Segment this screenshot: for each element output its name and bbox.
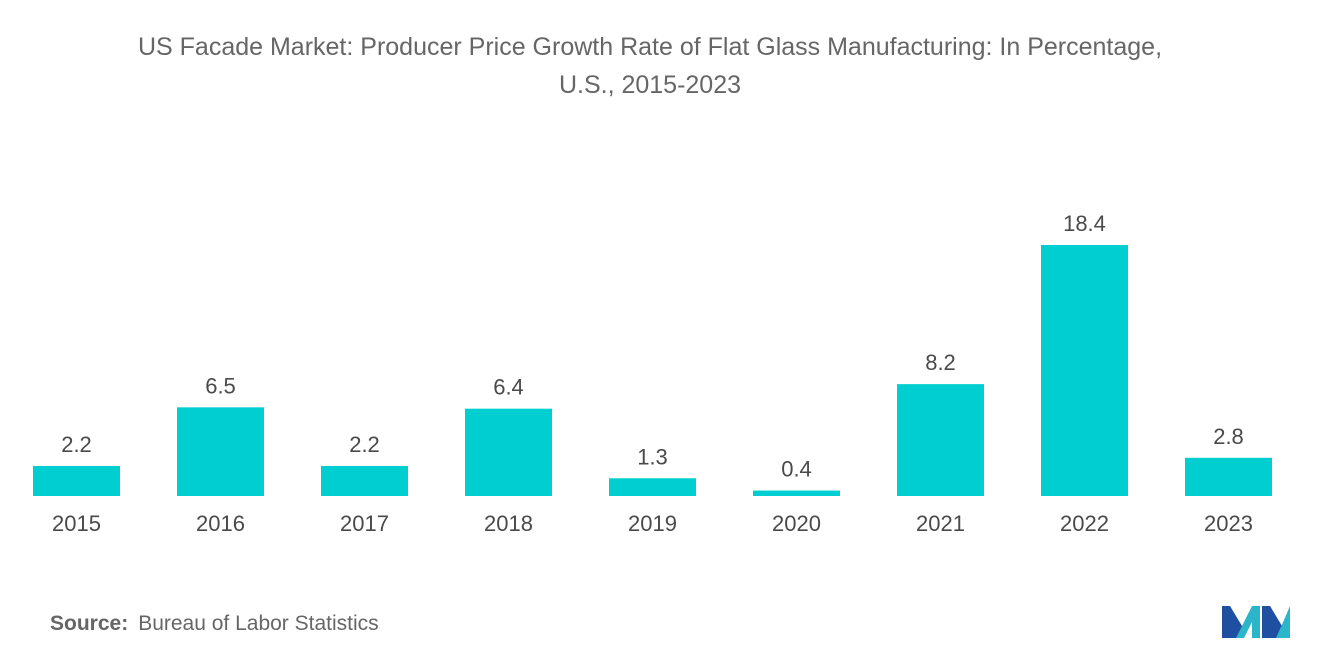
- x-tick-label-2017: 2017: [340, 511, 389, 536]
- bar-2016: [177, 407, 264, 496]
- x-tick-label-2020: 2020: [772, 511, 821, 536]
- x-tick-label-2021: 2021: [916, 511, 965, 536]
- bar-2019: [609, 478, 696, 496]
- bar-2017: [321, 465, 408, 496]
- bar-chart: 2.2 2015 6.5 2016 2.2 2017 6.4 2018 1.3 2019 0.4 20…: [33, 211, 1272, 536]
- chart-title: US Facade Market: Producer Price Growth …: [0, 28, 1300, 104]
- data-label-2015: 2.2: [61, 432, 92, 457]
- data-label-2021: 8.2: [925, 350, 956, 375]
- source-label: Source:: [50, 612, 129, 635]
- bar-2023: [1185, 457, 1272, 496]
- chart-title-line1: US Facade Market: Producer Price Growth …: [137, 33, 1163, 61]
- x-tick-label-2015: 2015: [52, 511, 101, 536]
- data-label-2023: 2.8: [1213, 424, 1244, 449]
- x-tick-label-2018: 2018: [484, 511, 533, 536]
- source-text: Bureau of Labor Statistics: [138, 612, 379, 635]
- bar-2021: [897, 384, 984, 496]
- source-note: Source: Bureau of Labor Statistics: [50, 612, 379, 636]
- x-tick-label-2019: 2019: [628, 511, 677, 536]
- mordor-intelligence-logo-icon: [1222, 606, 1290, 638]
- data-label-2019: 1.3: [637, 444, 668, 469]
- bar-2022: [1041, 245, 1128, 496]
- data-label-2020: 0.4: [781, 457, 812, 482]
- bar-2015: [33, 465, 120, 496]
- data-label-2016: 6.5: [205, 373, 236, 398]
- x-tick-label-2023: 2023: [1204, 511, 1253, 536]
- data-label-2018: 6.4: [493, 375, 524, 400]
- x-tick-label-2016: 2016: [196, 511, 245, 536]
- bar-2020: [753, 490, 840, 496]
- chart-title-line2: U.S., 2015-2023: [558, 71, 742, 99]
- x-tick-label-2022: 2022: [1060, 511, 1109, 536]
- bar-2018: [465, 408, 552, 496]
- data-label-2017: 2.2: [349, 432, 380, 457]
- data-label-2022: 18.4: [1063, 211, 1106, 236]
